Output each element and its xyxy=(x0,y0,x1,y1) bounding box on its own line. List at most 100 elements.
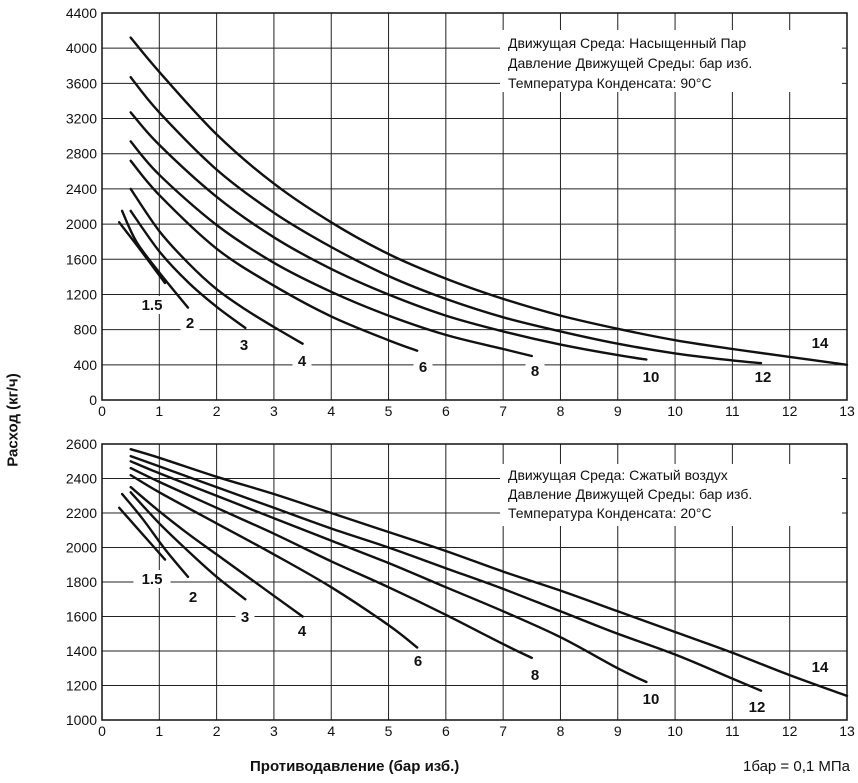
y-tick-label: 4000 xyxy=(66,40,97,56)
x-tick-label: 10 xyxy=(667,403,683,419)
y-tick-label: 1200 xyxy=(66,678,97,694)
series-label-bg xyxy=(806,334,834,352)
y-tick-label: 800 xyxy=(74,322,98,338)
y-tick-label: 1000 xyxy=(66,712,97,728)
x-tick-label: 13 xyxy=(839,403,855,419)
series-12: 12 xyxy=(129,454,771,716)
series-line xyxy=(120,209,190,309)
series-label: 10 xyxy=(643,369,660,386)
x-tick-label: 1 xyxy=(155,723,163,739)
y-tick-label: 1600 xyxy=(66,251,97,267)
series-line xyxy=(129,159,419,352)
series-label-bg xyxy=(637,690,665,708)
y-tick-label: 2000 xyxy=(66,540,97,556)
series-2: 2 xyxy=(120,209,200,332)
x-tick-label: 0 xyxy=(98,723,106,739)
x-tick-label: 8 xyxy=(557,403,565,419)
info-text-line: Давление Движущей Среды: бар изб. xyxy=(508,486,752,502)
series-label: 8 xyxy=(531,363,539,380)
x-tick-label: 4 xyxy=(327,403,335,419)
series-3: 3 xyxy=(129,209,254,354)
y-tick-label: 2800 xyxy=(66,146,97,162)
x-tick-label: 0 xyxy=(98,403,106,419)
series-line xyxy=(118,506,167,561)
series-2: 2 xyxy=(120,492,203,606)
series-6: 6 xyxy=(129,473,428,670)
x-tick-label: 6 xyxy=(442,723,450,739)
series-1.5: 1.5 xyxy=(118,506,171,588)
x-tick-label: 3 xyxy=(270,723,278,739)
info-text-line: Движущая Среда: Насыщенный Пар xyxy=(508,35,746,51)
series-6: 6 xyxy=(129,159,433,376)
x-tick-label: 12 xyxy=(782,403,798,419)
series-label-bg xyxy=(637,368,665,386)
x-axis-label: Противодавление (бар изб.) xyxy=(250,758,460,775)
info-text-line: Движущая Среда: Сжатый воздух xyxy=(508,467,728,483)
chart-panel-1: 0 1 2 3 4 5 6 7 8 9 10 11 12 130400800120016002000240… xyxy=(66,5,855,419)
y-tick-label: 2200 xyxy=(66,505,97,521)
x-tick-label: 11 xyxy=(725,403,740,419)
x-tick-label: 2 xyxy=(213,723,221,739)
y-axis-label-text: Расход (кг/ч) xyxy=(4,373,22,467)
x-tick-label: 13 xyxy=(839,723,855,739)
series-label-bg xyxy=(234,336,254,354)
info-text-line: Давление Движущей Среды: бар изб. xyxy=(508,55,752,71)
series-label-bg xyxy=(749,368,777,386)
series-label-bg xyxy=(525,666,545,684)
plot-frame xyxy=(101,443,848,721)
series-8: 8 xyxy=(129,140,545,380)
series-14: 14 xyxy=(129,36,849,366)
series-8: 8 xyxy=(129,466,545,684)
info-box-bg xyxy=(500,464,842,526)
series-label: 3 xyxy=(240,337,248,354)
info-box-bg xyxy=(500,30,842,92)
y-tick-label: 1400 xyxy=(66,643,97,659)
y-tick-label: 2000 xyxy=(66,216,97,232)
x-tick-label: 5 xyxy=(385,723,393,739)
series-label-bg xyxy=(292,352,312,370)
series-label: 6 xyxy=(419,359,427,376)
series-label: 4 xyxy=(298,623,307,640)
chart-panel-2: 0 1 2 3 4 5 6 7 8 9 10 11 12 131000120014001600180020… xyxy=(66,436,855,739)
y-tick-label: 2600 xyxy=(66,436,97,452)
series-label-bg xyxy=(408,652,428,670)
series-label: 12 xyxy=(749,699,766,716)
series-label-bg xyxy=(235,608,255,626)
y-tick-label: 1800 xyxy=(66,574,97,590)
y-tick-label: 3600 xyxy=(66,75,97,91)
y-tick-label: 2400 xyxy=(66,181,97,197)
series-label: 2 xyxy=(186,315,194,332)
series-label: 1.5 xyxy=(142,297,163,314)
x-tick-label: 7 xyxy=(499,403,507,419)
y-tick-label: 2400 xyxy=(66,471,97,487)
y-tick-label: 4400 xyxy=(66,5,97,21)
series-label-bg xyxy=(183,588,203,606)
series-line xyxy=(129,140,533,358)
series-line xyxy=(129,36,849,366)
y-tick-label: 400 xyxy=(74,357,98,373)
series-label: 4 xyxy=(298,353,307,370)
y-tick-label: 1600 xyxy=(66,609,97,625)
x-tick-label: 9 xyxy=(614,723,622,739)
x-tick-label: 10 xyxy=(667,723,683,739)
x-tick-label: 11 xyxy=(725,723,740,739)
info-text-line: Температура Конденсата: 90°С xyxy=(508,75,712,91)
y-tick-label: 1200 xyxy=(66,286,97,302)
y-axis-label: Расход (кг/ч) xyxy=(3,250,23,590)
series-label-bg xyxy=(413,358,433,376)
y-tick-label: 0 xyxy=(89,392,97,408)
series-line xyxy=(129,111,648,361)
series-label: 10 xyxy=(643,691,660,708)
x-tick-label: 3 xyxy=(270,403,278,419)
series-line xyxy=(129,460,648,684)
x-tick-label: 6 xyxy=(442,403,450,419)
series-line xyxy=(129,76,763,365)
series-label-bg xyxy=(133,570,171,588)
y-tick-label: 3200 xyxy=(66,111,97,127)
series-4: 4 xyxy=(129,187,312,370)
series-12: 12 xyxy=(129,76,777,386)
series-label-bg xyxy=(525,362,545,380)
series-label: 6 xyxy=(414,653,422,670)
series-10: 10 xyxy=(129,111,665,386)
series-label-bg xyxy=(180,314,200,332)
